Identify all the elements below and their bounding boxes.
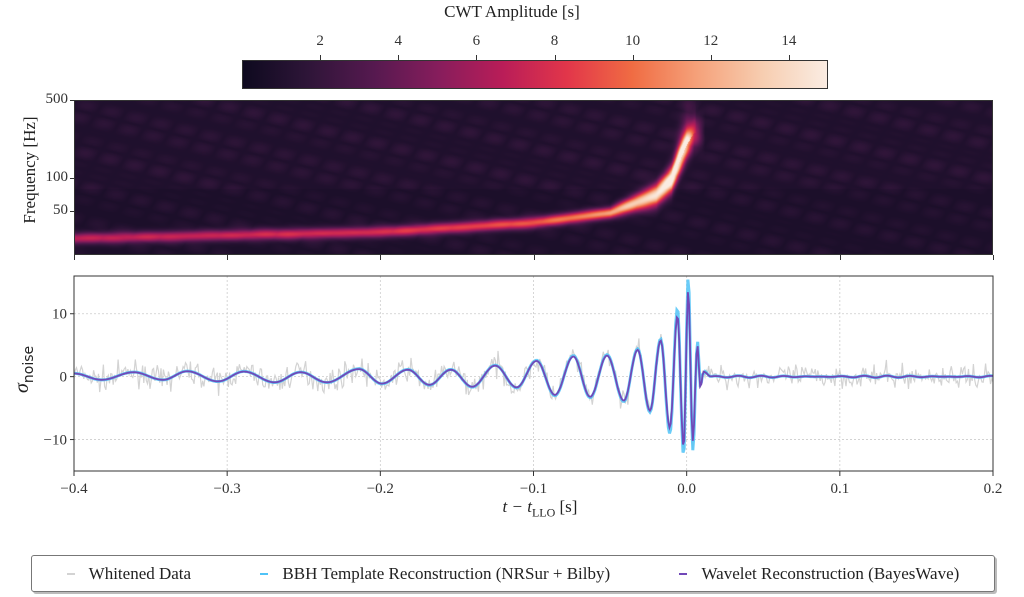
- legend-item-bbh-template: BBH Template Reconstruction (NRSur + Bil…: [260, 564, 610, 584]
- series-wavelet: [74, 292, 994, 445]
- legend-swatch: [679, 572, 688, 575]
- time-axis-label: t − tLLO [s]: [440, 497, 640, 520]
- colorbar-title: CWT Amplitude [s]: [444, 2, 580, 21]
- legend-label: Wavelet Reconstruction (BayesWave): [701, 563, 960, 583]
- colorbar-tick-label: 10: [625, 33, 641, 49]
- y-label-sub: noise: [21, 345, 37, 384]
- colorbar-tick-mark: [710, 55, 712, 60]
- colorbar-tick-mark: [398, 55, 400, 60]
- spectrogram-x-tick-mark: [686, 255, 688, 260]
- y-tick-label: 10: [52, 307, 67, 323]
- legend: Whitened Data BBH Template Reconstructio…: [31, 555, 995, 592]
- colorbar-tick-label: 2: [316, 33, 324, 49]
- x-label-sub: LLO: [531, 505, 556, 520]
- spectrogram-x-tick-mark: [839, 255, 841, 260]
- colorbar-tick-mark: [320, 55, 322, 60]
- colorbar-tick-label: 4: [394, 33, 403, 49]
- y-label-main: σ: [11, 383, 33, 393]
- x-tick-label: 0.0: [677, 481, 696, 497]
- x-tick-label: 0.1: [830, 481, 849, 497]
- x-tick-label: −0.2: [367, 481, 394, 497]
- spectrogram-heatmap: [75, 101, 992, 254]
- spectrogram-y-tick-mark: [70, 100, 74, 101]
- colorbar-tick-label: 14: [781, 33, 797, 49]
- x-label-main: t − t: [502, 497, 532, 516]
- spectrogram-y-tick-label: 100: [45, 168, 69, 185]
- legend-item-wavelet: Wavelet Reconstruction (BayesWave): [679, 564, 959, 584]
- colorbar-tick-mark: [632, 55, 634, 60]
- colorbar-tick-mark: [476, 55, 478, 60]
- colorbar-tick-label: 12: [703, 33, 719, 49]
- legend-swatch: [260, 572, 269, 575]
- spectrogram-y-tick-mark: [70, 177, 74, 179]
- spectrogram-x-tick-mark: [227, 255, 229, 260]
- spectrogram-y-tick-mark: [70, 210, 74, 212]
- legend-label: Whitened Data: [88, 563, 192, 583]
- colorbar-tick-mark: [788, 55, 790, 60]
- spectrogram-x-tick-mark: [74, 255, 75, 260]
- y-tick-label: 0: [60, 370, 68, 386]
- colorbar: [242, 60, 828, 89]
- waveform-plot-frame: [73, 275, 994, 472]
- spectrogram-x-tick-mark: [380, 255, 382, 260]
- x-tick-label: −0.3: [214, 481, 241, 497]
- x-tick-label: 0.2: [984, 481, 1003, 497]
- colorbar-tick-label: 8: [550, 33, 559, 49]
- sigma-axis-label: σnoise: [11, 346, 37, 393]
- spectrogram-plot: [74, 100, 993, 255]
- x-label-unit: [s]: [555, 497, 578, 516]
- legend-item-whitened-data: Whitened Data: [66, 563, 192, 584]
- spectrogram-x-tick-mark: [993, 255, 994, 260]
- spectrogram-y-tick-label: 500: [45, 91, 69, 107]
- colorbar-tick-label: 6: [472, 33, 481, 49]
- legend-swatch: [66, 572, 75, 575]
- legend-label: BBH Template Reconstruction (NRSur + Bil…: [282, 563, 611, 583]
- x-tick-label: −0.4: [60, 481, 88, 497]
- x-tick-label: −0.1: [520, 481, 547, 497]
- spectrogram-x-tick-mark: [533, 255, 535, 260]
- spectrogram-y-tick-label: 50: [53, 201, 68, 218]
- y-tick-label: −10: [44, 433, 67, 449]
- colorbar-tick-mark: [554, 55, 556, 60]
